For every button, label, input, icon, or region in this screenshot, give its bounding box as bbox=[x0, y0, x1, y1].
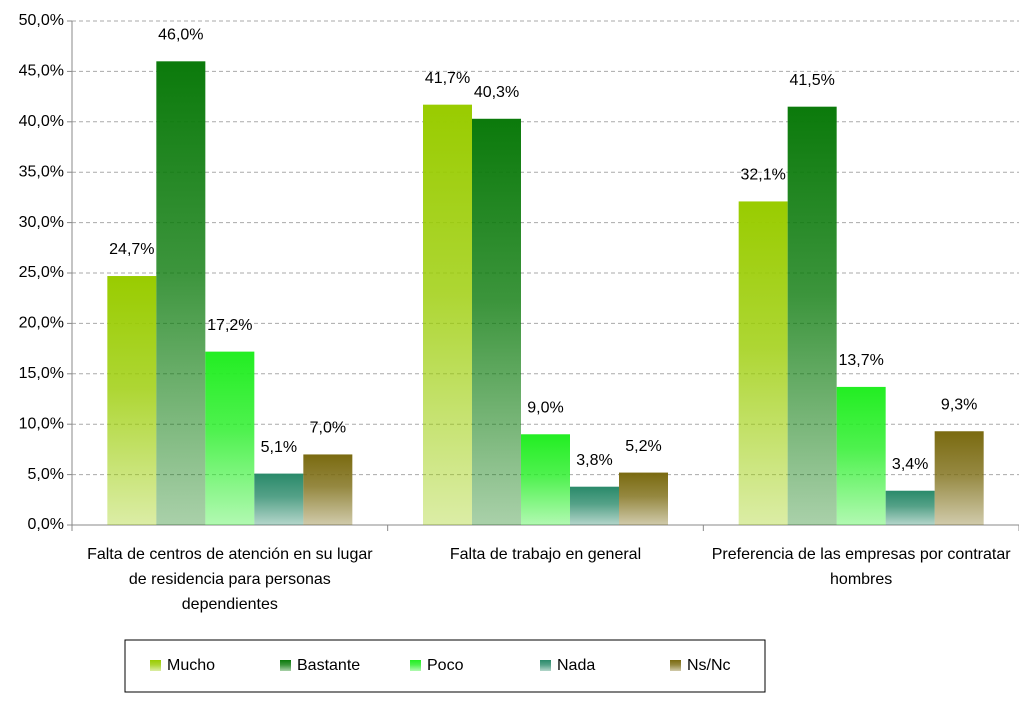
y-tick-label: 35,0% bbox=[19, 163, 64, 180]
y-tick-label: 0,0% bbox=[28, 516, 64, 533]
legend-swatch bbox=[540, 660, 551, 671]
value-label: 7,0% bbox=[310, 420, 346, 437]
value-label: 24,7% bbox=[109, 241, 154, 258]
x-tick-label: Falta de centros de atención en su lugar… bbox=[87, 546, 373, 613]
y-tick-label: 45,0% bbox=[19, 63, 64, 80]
value-label: 5,2% bbox=[625, 438, 661, 455]
y-tick-label: 5,0% bbox=[28, 466, 64, 483]
y-tick-label: 40,0% bbox=[19, 113, 64, 130]
bar bbox=[521, 434, 570, 525]
bar bbox=[570, 486, 619, 525]
value-label: 3,8% bbox=[576, 452, 612, 469]
value-label: 46,0% bbox=[158, 27, 203, 44]
bar bbox=[934, 431, 984, 525]
bar bbox=[107, 276, 157, 525]
bar bbox=[205, 351, 255, 525]
bar bbox=[472, 118, 521, 525]
x-tick-label: Preferencia de las empresas por contrata… bbox=[711, 546, 1011, 588]
value-label: 40,3% bbox=[474, 84, 519, 101]
value-label: 17,2% bbox=[207, 317, 252, 334]
legend-swatch bbox=[410, 660, 421, 671]
bar bbox=[156, 61, 206, 525]
value-label: 32,1% bbox=[740, 167, 785, 184]
legend-swatch bbox=[150, 660, 161, 671]
y-tick-label: 25,0% bbox=[19, 264, 64, 281]
bar bbox=[836, 386, 886, 525]
value-label: 5,1% bbox=[261, 439, 297, 456]
bar bbox=[787, 106, 837, 526]
y-tick-label: 30,0% bbox=[19, 214, 64, 231]
y-tick-label: 15,0% bbox=[19, 365, 64, 382]
bar bbox=[738, 201, 788, 525]
value-label: 9,3% bbox=[941, 396, 977, 413]
legend-label: Bastante bbox=[297, 657, 360, 674]
y-tick-label: 10,0% bbox=[19, 415, 64, 432]
value-label: 41,7% bbox=[425, 70, 470, 87]
y-tick-label: 20,0% bbox=[19, 315, 64, 332]
legend-label: Poco bbox=[427, 657, 464, 674]
value-label: 13,7% bbox=[838, 352, 883, 369]
legend-label: Mucho bbox=[167, 657, 215, 674]
bar bbox=[423, 104, 472, 525]
value-label: 9,0% bbox=[527, 399, 563, 416]
legend-label: Ns/Nc bbox=[687, 657, 731, 674]
value-label: 3,4% bbox=[892, 456, 928, 473]
bar bbox=[254, 473, 304, 525]
x-tick-label: Falta de trabajo en general bbox=[449, 546, 642, 563]
value-label: 41,5% bbox=[789, 72, 834, 89]
bar bbox=[303, 454, 353, 525]
bar bbox=[619, 472, 668, 525]
legend-label: Nada bbox=[557, 657, 595, 674]
legend-swatch bbox=[670, 660, 681, 671]
bar bbox=[885, 490, 935, 525]
legend-swatch bbox=[280, 660, 291, 671]
legend-box bbox=[124, 639, 766, 693]
y-tick-label: 50,0% bbox=[19, 12, 64, 29]
